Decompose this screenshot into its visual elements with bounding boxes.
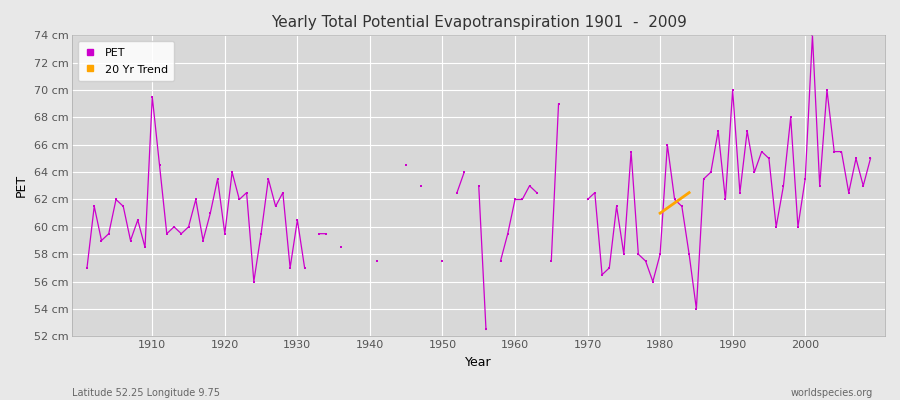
X-axis label: Year: Year (465, 356, 492, 369)
Title: Yearly Total Potential Evapotranspiration 1901  -  2009: Yearly Total Potential Evapotranspiratio… (271, 15, 687, 30)
Text: worldspecies.org: worldspecies.org (791, 388, 873, 398)
Text: Latitude 52.25 Longitude 9.75: Latitude 52.25 Longitude 9.75 (72, 388, 220, 398)
Legend: PET, 20 Yr Trend: PET, 20 Yr Trend (78, 41, 175, 81)
Y-axis label: PET: PET (15, 174, 28, 197)
